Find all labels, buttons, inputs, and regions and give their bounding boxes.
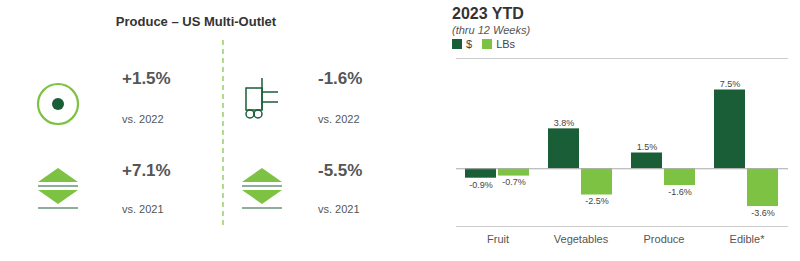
svg-text:-0.9%: -0.9%: [469, 180, 493, 190]
svg-text:vs. 2022: vs. 2022: [318, 113, 360, 125]
svg-text:1.5%: 1.5%: [637, 142, 658, 152]
svg-text:-1.6%: -1.6%: [318, 69, 362, 88]
svg-text:+1.5%: +1.5%: [122, 69, 171, 88]
svg-text:-5.5%: -5.5%: [318, 161, 362, 180]
svg-text:-3.6%: -3.6%: [751, 208, 775, 218]
svg-text:Edible*: Edible*: [730, 233, 766, 245]
svg-text:vs. 2021: vs. 2021: [122, 203, 164, 215]
svg-text:Produce – US Multi-Outlet: Produce – US Multi-Outlet: [116, 14, 277, 29]
svg-text:-1.6%: -1.6%: [668, 187, 692, 197]
svg-text:+7.1%: +7.1%: [122, 161, 171, 180]
svg-text:vs. 2022: vs. 2022: [122, 113, 164, 125]
svg-text:7.5%: 7.5%: [720, 79, 741, 89]
svg-text:3.8%: 3.8%: [554, 118, 575, 128]
svg-text:vs. 2021: vs. 2021: [318, 203, 360, 215]
html-text:(thru 12 Weeks): (thru 12 Weeks): [452, 24, 531, 36]
svg-text:Produce: Produce: [644, 233, 685, 245]
svg-text:Vegetables: Vegetables: [554, 233, 609, 245]
html-text:LBs: LBs: [496, 38, 516, 50]
svg-text:-2.5%: -2.5%: [585, 196, 609, 206]
svg-text:Fruit: Fruit: [487, 233, 509, 245]
svg-text:-0.7%: -0.7%: [502, 177, 526, 187]
html-text:2023 YTD: 2023 YTD: [452, 5, 524, 22]
